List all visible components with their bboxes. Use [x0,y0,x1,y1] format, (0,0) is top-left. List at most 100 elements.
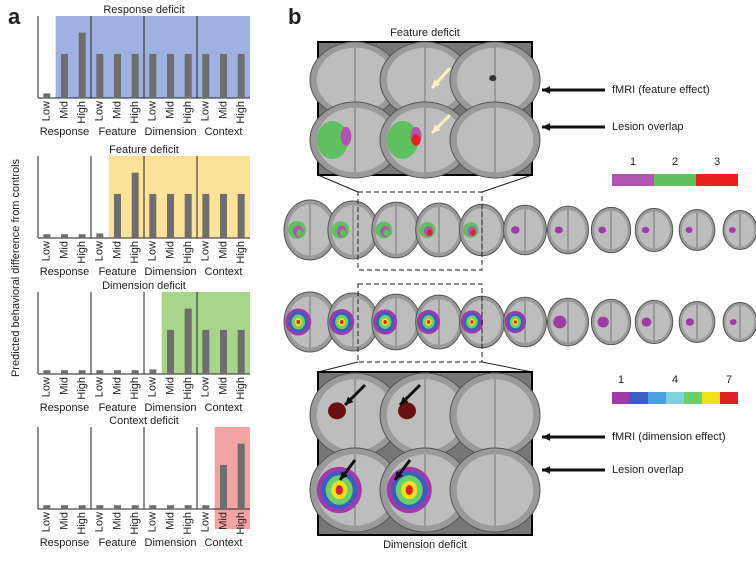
x-tick-label: Mid [164,101,176,119]
lesion [553,315,567,329]
group-label: Feature [99,126,137,138]
lesion [296,229,303,237]
bar [96,370,104,374]
x-tick-label: Mid [111,377,123,395]
lesion [316,121,349,159]
x-tick-label: Mid [164,377,176,395]
lesion [598,226,607,234]
x-tick-label: Low [94,377,106,397]
scale-label: 4 [672,374,678,386]
bar [202,193,210,238]
bar [61,370,68,374]
bar [61,234,68,238]
bar [237,443,245,509]
chart-title: Dimension deficit [102,280,186,292]
lesion [426,229,433,236]
x-tick-label: Low [200,377,212,397]
lesion [341,134,351,146]
lesion [386,121,419,159]
bar [78,370,86,374]
lesion [685,318,694,326]
x-tick-label: Low [94,101,106,121]
scale-label: 2 [672,156,678,168]
scale-swatch [612,392,630,404]
bar [114,370,121,374]
x-tick-label: High [76,241,88,264]
arrow-label: Lesion overlap [612,464,684,476]
bar [237,53,245,98]
chart-title: Feature deficit [109,144,179,156]
bar [184,308,192,374]
group-label: Context [205,402,243,414]
group-label: Feature [99,537,137,549]
bar [114,193,121,238]
lesion [641,226,650,234]
x-tick-label: Mid [164,241,176,259]
group-label: Dimension [145,266,197,278]
bar [184,505,192,509]
x-tick-label: Low [94,241,106,261]
zoom-box [357,191,483,271]
arrow-head [542,466,551,474]
chart-title: Context deficit [109,415,179,427]
bar [220,464,227,509]
bar [220,53,227,98]
x-tick-label: High [235,512,247,535]
arrow-head [340,471,348,480]
bar [96,233,104,238]
bar [114,53,121,98]
scale-label: 1 [618,374,624,386]
chart-title: Response deficit [103,4,184,16]
bar [96,505,104,509]
bar [149,193,157,238]
bar [167,505,174,509]
bar [131,505,139,509]
group-label: Context [205,126,243,138]
x-tick-label: High [129,512,141,535]
lesion [554,226,563,234]
zoom-link [481,174,533,193]
zoom-link [317,174,359,193]
lesion [405,484,413,496]
bar [78,32,86,98]
x-tick-label: Low [200,512,212,532]
lesion [426,320,431,324]
bar [131,370,139,374]
bar [43,370,51,374]
x-tick-label: Mid [111,241,123,259]
lesion [511,226,520,234]
x-tick-label: High [129,241,141,264]
bar [61,505,68,509]
lesion [328,402,346,420]
bar [78,505,86,509]
x-tick-label: High [76,101,88,124]
inset-title: Dimension deficit [383,539,467,551]
bar [149,369,157,374]
x-tick-label: Low [147,377,159,397]
bar [184,193,192,238]
x-tick-label: High [129,101,141,124]
group-label: Dimension [145,402,197,414]
scale-swatch [630,392,648,404]
lesion [335,484,343,496]
x-tick-label: Low [41,241,53,261]
x-tick-label: Mid [58,101,70,119]
x-tick-label: High [182,512,194,535]
x-tick-label: Low [41,512,53,532]
arrow-head [542,123,551,131]
scale-swatch [702,392,720,404]
scale-label: 3 [714,156,720,168]
arrow-label: Lesion overlap [612,121,684,133]
x-tick-label: High [129,377,141,400]
group-label: Dimension [145,126,197,138]
x-tick-label: High [76,512,88,535]
x-tick-label: Mid [217,512,229,530]
panel-label: a [8,4,21,29]
bar [220,329,227,374]
lesion [383,320,387,324]
x-tick-label: Mid [217,377,229,395]
scale-swatch [654,174,696,186]
zoom-link [481,361,533,373]
x-tick-label: Mid [217,241,229,259]
bar [114,505,121,509]
